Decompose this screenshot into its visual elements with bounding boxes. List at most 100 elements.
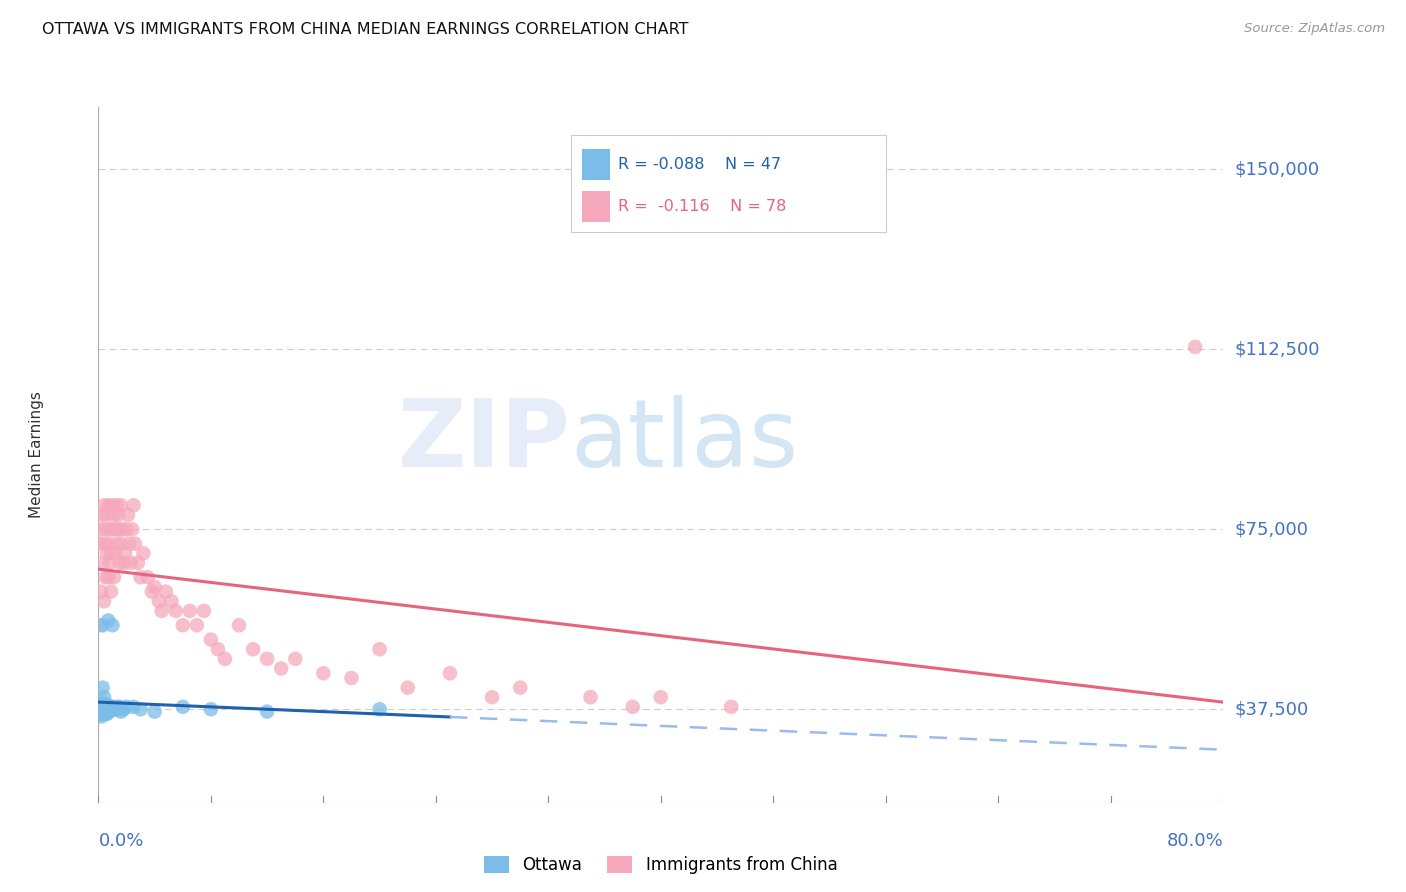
Point [481,690,503,705]
Point [89,618,111,632]
Point [93,537,115,551]
Point [132,546,155,560]
Point [96,508,118,522]
Point [621,699,644,714]
Point [108,556,131,570]
Point [110,498,132,512]
Point [200,632,222,647]
Point [127,556,149,570]
Point [93,699,115,714]
Point [90,695,112,709]
Point [97,570,120,584]
Point [97,537,120,551]
Point [98,705,121,719]
Point [96,705,118,719]
Point [89,706,111,721]
Point [160,594,183,608]
Point [105,498,128,512]
Text: $150,000: $150,000 [1234,161,1319,178]
FancyBboxPatch shape [571,135,886,232]
Point [100,584,122,599]
Point [1184,340,1206,354]
Point [91,699,114,714]
Text: $37,500: $37,500 [1234,700,1309,718]
Point [93,594,115,608]
Point [396,681,419,695]
Point [143,580,166,594]
Point [720,699,742,714]
Point [94,705,117,719]
Point [193,604,215,618]
Point [97,702,120,716]
Text: OTTAWA VS IMMIGRANTS FROM CHINA MEDIAN EARNINGS CORRELATION CHART: OTTAWA VS IMMIGRANTS FROM CHINA MEDIAN E… [42,22,689,37]
Point [207,642,229,657]
FancyBboxPatch shape [582,191,610,222]
Point [101,498,124,512]
Point [93,705,115,719]
Text: R = -0.088    N = 47: R = -0.088 N = 47 [619,157,782,172]
Point [101,699,124,714]
Point [105,537,128,551]
Point [89,699,111,714]
Point [90,705,112,719]
Point [172,699,194,714]
Point [90,709,112,723]
Point [118,537,141,551]
Point [96,699,118,714]
Point [141,584,163,599]
Point [100,546,122,560]
FancyBboxPatch shape [582,149,610,180]
Point [150,604,173,618]
Point [98,556,121,570]
Text: R =  -0.116    N = 78: R = -0.116 N = 78 [619,199,786,214]
Text: Source: ZipAtlas.com: Source: ZipAtlas.com [1244,22,1385,36]
Point [107,702,129,716]
Point [368,642,391,657]
Point [100,702,122,716]
Point [136,570,159,584]
Point [91,508,114,522]
Text: ZIP: ZIP [398,395,571,487]
Point [103,702,125,716]
Point [256,705,278,719]
Text: $75,000: $75,000 [1234,520,1309,538]
Point [94,522,117,536]
Point [284,652,307,666]
Point [104,546,127,560]
Point [120,556,142,570]
Point [98,699,121,714]
Point [94,699,117,714]
Point [650,690,672,705]
Point [103,570,125,584]
Point [103,508,125,522]
Point [89,537,111,551]
Point [96,546,118,560]
Point [93,498,115,512]
Point [186,618,208,632]
Point [242,642,264,657]
Point [91,706,114,721]
Point [312,666,335,681]
Point [93,706,115,721]
Point [121,522,143,536]
Point [112,702,135,716]
Point [108,699,131,714]
Point [94,702,117,716]
Point [101,522,124,536]
Point [111,522,134,536]
Point [97,498,120,512]
Point [200,702,222,716]
Point [98,522,121,536]
Point [90,522,112,536]
Point [172,618,194,632]
Point [129,570,152,584]
Point [90,699,112,714]
Point [179,604,201,618]
Point [129,702,152,716]
Point [96,706,118,721]
Point [155,584,177,599]
Text: 80.0%: 80.0% [1167,831,1223,849]
Point [112,556,135,570]
Point [94,706,117,721]
Point [143,705,166,719]
